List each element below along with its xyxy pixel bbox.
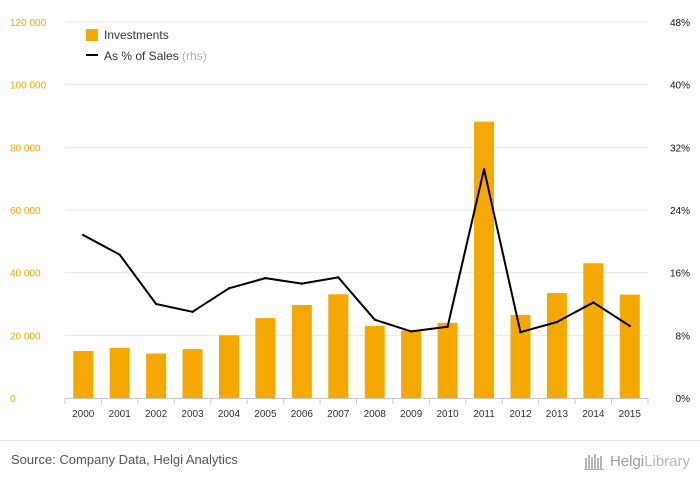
x-tick-label: 2004 xyxy=(218,409,241,420)
x-tick-label: 2007 xyxy=(327,409,350,420)
x-tick-label: 2006 xyxy=(291,409,314,420)
point-sales-pct xyxy=(555,320,559,324)
bar-investments xyxy=(401,330,422,398)
point-sales-pct xyxy=(519,331,522,334)
footer: Source: Company Data, Helgi Analytics He… xyxy=(0,440,700,484)
line-sales-pct xyxy=(82,168,631,334)
x-tick-label: 2011 xyxy=(473,409,495,420)
y-tick-label-right: 8% xyxy=(676,331,691,342)
legend: Investments As % of Sales (rhs) xyxy=(86,28,207,63)
point-sales-pct xyxy=(82,233,85,237)
point-sales-pct xyxy=(446,325,449,328)
y-tick-label-right: 24% xyxy=(670,206,690,217)
legend-label-rhs: (rhs) xyxy=(182,49,207,63)
x-tick-label: 2005 xyxy=(254,409,277,420)
legend-label-sales-pct: As % of Sales (rhs) xyxy=(104,49,207,63)
bar-investments xyxy=(291,304,312,398)
y-tick-label-right: 0% xyxy=(676,394,691,405)
point-sales-pct xyxy=(154,302,158,306)
x-tick-label: 2014 xyxy=(582,409,605,420)
bar-investments xyxy=(146,353,167,398)
bar-investments xyxy=(73,351,94,398)
y-tick-label-right: 40% xyxy=(670,81,690,92)
x-tick-label: 2012 xyxy=(509,409,532,420)
y-tick-label-left: 60 000 xyxy=(10,206,41,217)
bar-investments xyxy=(109,347,130,398)
point-sales-pct xyxy=(227,287,231,290)
source-note: Source: Company Data, Helgi Analytics xyxy=(11,452,238,467)
chart-plot: 0 0% 20 000 8% 40 000 16% 60 000 24% 80 000 32% 10… xyxy=(10,18,691,420)
y-tick-label-left: 20 000 xyxy=(10,331,41,342)
x-tick-label: 2003 xyxy=(181,409,204,420)
bar-investments xyxy=(583,263,604,398)
bar-investments xyxy=(546,293,567,398)
y-tick-label-right: 16% xyxy=(670,269,690,280)
x-tick-label: 2015 xyxy=(619,409,642,420)
brand-name: HelgiLibrary xyxy=(610,453,690,470)
point-sales-pct xyxy=(118,253,121,256)
x-tick-label: 2002 xyxy=(145,409,168,420)
y-tick-label-left: 120 000 xyxy=(10,18,47,29)
x-tick-label: 2001 xyxy=(109,409,132,420)
point-sales-pct xyxy=(264,276,267,280)
bar-investments xyxy=(437,322,458,398)
bar-investments xyxy=(182,349,203,398)
bar-investments xyxy=(619,294,640,398)
point-sales-pct xyxy=(337,276,340,279)
bar-investments xyxy=(218,335,239,398)
x-tick-label: 2013 xyxy=(546,409,569,420)
brand-name-part2: Library xyxy=(644,452,690,470)
point-sales-pct xyxy=(300,282,304,285)
bar-investments xyxy=(510,314,531,398)
point-sales-pct xyxy=(191,310,194,314)
point-sales-pct xyxy=(592,301,595,304)
bar-investments xyxy=(255,318,276,398)
y-tick-label-left: 0 xyxy=(10,394,16,405)
bar-investments xyxy=(364,325,385,398)
y-tick-label-left: 40 000 xyxy=(10,269,41,280)
y-tick-label-left: 100 000 xyxy=(10,81,47,92)
legend-label-sales-pct-main: As % of Sales xyxy=(104,49,179,63)
y-tick-label-right: 32% xyxy=(670,143,690,154)
bar-investments xyxy=(474,121,495,398)
legend-swatch-investments xyxy=(86,29,98,41)
point-sales-pct xyxy=(373,318,376,321)
x-tick-label: 2008 xyxy=(364,409,387,420)
brand-logo: HelgiLibrary xyxy=(583,451,690,471)
point-sales-pct xyxy=(482,168,486,171)
y-tick-label-right: 48% xyxy=(670,18,690,29)
x-tick-label: 2000 xyxy=(72,409,95,420)
library-shelf-icon xyxy=(583,454,604,470)
bar-investments xyxy=(328,294,349,398)
point-sales-pct xyxy=(628,324,631,328)
x-tick-label: 2010 xyxy=(436,409,459,420)
legend-label-investments: Investments xyxy=(104,28,169,42)
y-tick-label-left: 80 000 xyxy=(10,143,41,154)
point-sales-pct xyxy=(409,330,413,333)
x-tick-label: 2009 xyxy=(400,409,423,420)
brand-name-part1: Helgi xyxy=(609,452,645,470)
